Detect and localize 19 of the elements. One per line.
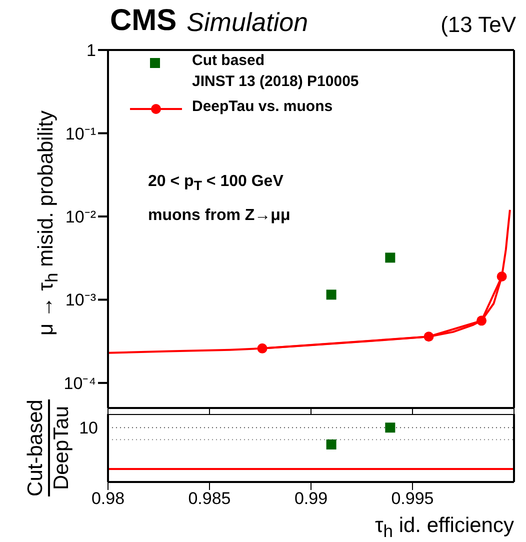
chart-title: CMS (110, 4, 177, 38)
x-tick-label: 0.99 (294, 489, 328, 508)
y-axis-title: Cut-based DeepTau (24, 400, 74, 496)
y-tick-label: 1 (86, 41, 96, 60)
y-tick-label: 10⁻³ (65, 290, 96, 310)
x-tick-label: 0.995 (391, 489, 434, 508)
y-tick-label: 10⁻² (65, 208, 96, 227)
text: 10 (79, 418, 98, 438)
x-axis-title: τ$_{h}$ id. efficiency (374, 514, 514, 542)
legend-label: DeepTau vs. muons (192, 97, 333, 117)
y-tick-label: 10⁻⁴ (64, 374, 96, 393)
legend-label: Cut based JINST 13 (2018) P10005 (192, 51, 359, 92)
annotation: muons from Z→μμ (148, 207, 290, 225)
x-tick-label: 0.985 (188, 489, 231, 508)
annotation: 20 < p$_{T}$ < 100 GeV (148, 173, 284, 194)
text: (13 TeV (440, 12, 516, 38)
x-tick-label: 0.98 (91, 489, 125, 508)
chart-subtitle: Simulation (186, 7, 308, 38)
y-tick-label: 10⁻¹ (65, 124, 96, 144)
